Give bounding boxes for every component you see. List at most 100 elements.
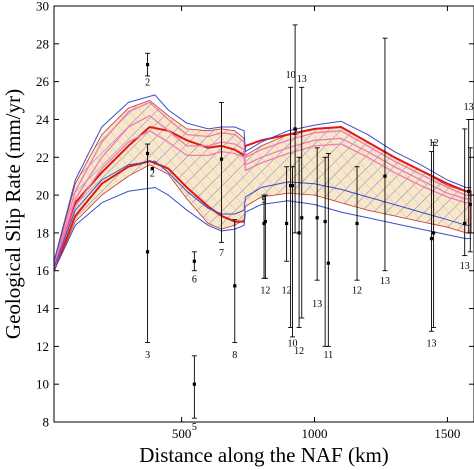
x-axis-label: Distance along the NAF (km) — [139, 443, 389, 467]
point-marker — [297, 231, 301, 235]
data-point-13: 10 — [287, 166, 297, 350]
point-marker — [355, 221, 359, 226]
point-marker — [326, 261, 330, 265]
data-point-23: 12 — [429, 138, 439, 328]
point-marker — [145, 250, 150, 254]
point-label: 6 — [192, 274, 197, 285]
series-line-blue-8 — [54, 187, 472, 271]
y-tick-label: 8 — [43, 415, 50, 430]
point-marker — [429, 236, 434, 241]
data-point-1: 2 — [145, 52, 151, 89]
data-point-6: 5 — [191, 355, 197, 433]
y-tick-label: 22 — [36, 150, 49, 165]
point-marker — [262, 221, 266, 226]
point-marker — [233, 284, 237, 288]
point-label: 13 — [312, 299, 322, 310]
point-marker — [315, 216, 319, 220]
point-marker — [383, 174, 387, 178]
x-axis-ticks: 500 1000 1500 — [172, 6, 460, 441]
series-line-blue-7 — [54, 160, 472, 268]
point-label: 13 — [460, 261, 470, 272]
data-point-21: 13 — [380, 37, 390, 287]
y-tick-label: 26 — [36, 74, 50, 89]
point-marker — [192, 259, 196, 263]
point-label: 12 — [294, 346, 304, 357]
plot-frame — [53, 5, 474, 423]
point-marker — [145, 63, 150, 67]
point-label: 12 — [429, 138, 439, 149]
series-line-blue-6 — [54, 94, 472, 262]
point-label: 13 — [426, 339, 436, 350]
x-tick-label: 1000 — [302, 426, 328, 441]
point-label: 3 — [145, 350, 150, 361]
point-label: 13 — [297, 74, 307, 85]
data-point-15: 12 — [294, 156, 304, 357]
point-marker — [288, 184, 293, 188]
point-label: 9 — [262, 195, 267, 206]
y-tick-label: 10 — [36, 377, 49, 392]
point-marker — [293, 127, 297, 131]
point-marker — [145, 151, 150, 156]
slip-rate-envelope — [54, 100, 472, 271]
y-tick-label: 24 — [36, 112, 50, 127]
point-marker — [463, 221, 467, 226]
point-marker — [263, 219, 267, 224]
point-marker — [300, 216, 304, 220]
point-label: 2 — [293, 127, 298, 138]
x-tick-label: 1500 — [434, 426, 460, 441]
point-label: 8 — [232, 350, 237, 361]
y-tick-label: 12 — [36, 339, 49, 354]
point-label: 11 — [324, 350, 334, 361]
point-marker — [192, 382, 196, 386]
data-point-7: 7 — [218, 101, 224, 259]
point-label: 13 — [464, 102, 474, 113]
data-point-4: 2 — [150, 167, 155, 179]
point-marker — [284, 221, 289, 226]
y-tick-label: 28 — [36, 36, 49, 51]
data-point-16: 13 — [297, 74, 307, 319]
point-marker — [150, 167, 154, 171]
point-marker — [290, 184, 295, 188]
data-point-11: 12 — [282, 166, 292, 297]
point-label: 12 — [260, 286, 270, 297]
point-label: 12 — [282, 286, 292, 297]
point-label: 10 — [287, 339, 297, 350]
point-label: 5 — [192, 422, 197, 433]
y-tick-label: 20 — [36, 188, 49, 203]
data-point-20: 12 — [352, 166, 362, 297]
y-tick-label: 30 — [36, 0, 49, 14]
series-line-pink-4 — [54, 115, 472, 268]
data-point-19: 11 — [324, 153, 334, 361]
envelope-hatch-pink — [54, 100, 472, 271]
point-label: 2 — [145, 78, 150, 89]
point-label: 7 — [219, 248, 224, 259]
x-tick-label: 500 — [172, 426, 192, 441]
point-marker — [467, 189, 471, 193]
data-point-22: 13 — [426, 151, 436, 350]
point-marker — [431, 231, 436, 235]
data-point-5: 6 — [191, 251, 197, 285]
data-point-2: 3 — [145, 143, 151, 361]
point-label: 2 — [150, 168, 155, 179]
y-tick-label: 16 — [36, 263, 50, 278]
series-line-pink-5 — [54, 130, 472, 270]
data-point-24: 13 — [460, 128, 470, 272]
point-marker — [219, 157, 224, 161]
data-point-26 — [467, 147, 473, 253]
data-point-14: 2 — [292, 24, 298, 234]
data-point-17: 13 — [312, 147, 322, 310]
data-point-8: 8 — [232, 219, 238, 361]
y-axis-label: Geological Slip Rate (mm/yr) — [1, 89, 25, 339]
point-label: 10 — [286, 70, 296, 81]
data-point-3 — [145, 250, 150, 254]
point-marker — [468, 202, 472, 207]
y-tick-label: 18 — [36, 225, 49, 240]
point-marker — [323, 219, 327, 224]
point-label: 12 — [352, 286, 362, 297]
y-tick-label: 14 — [36, 301, 50, 316]
point-label: 13 — [380, 276, 390, 287]
model-curves — [54, 94, 472, 272]
